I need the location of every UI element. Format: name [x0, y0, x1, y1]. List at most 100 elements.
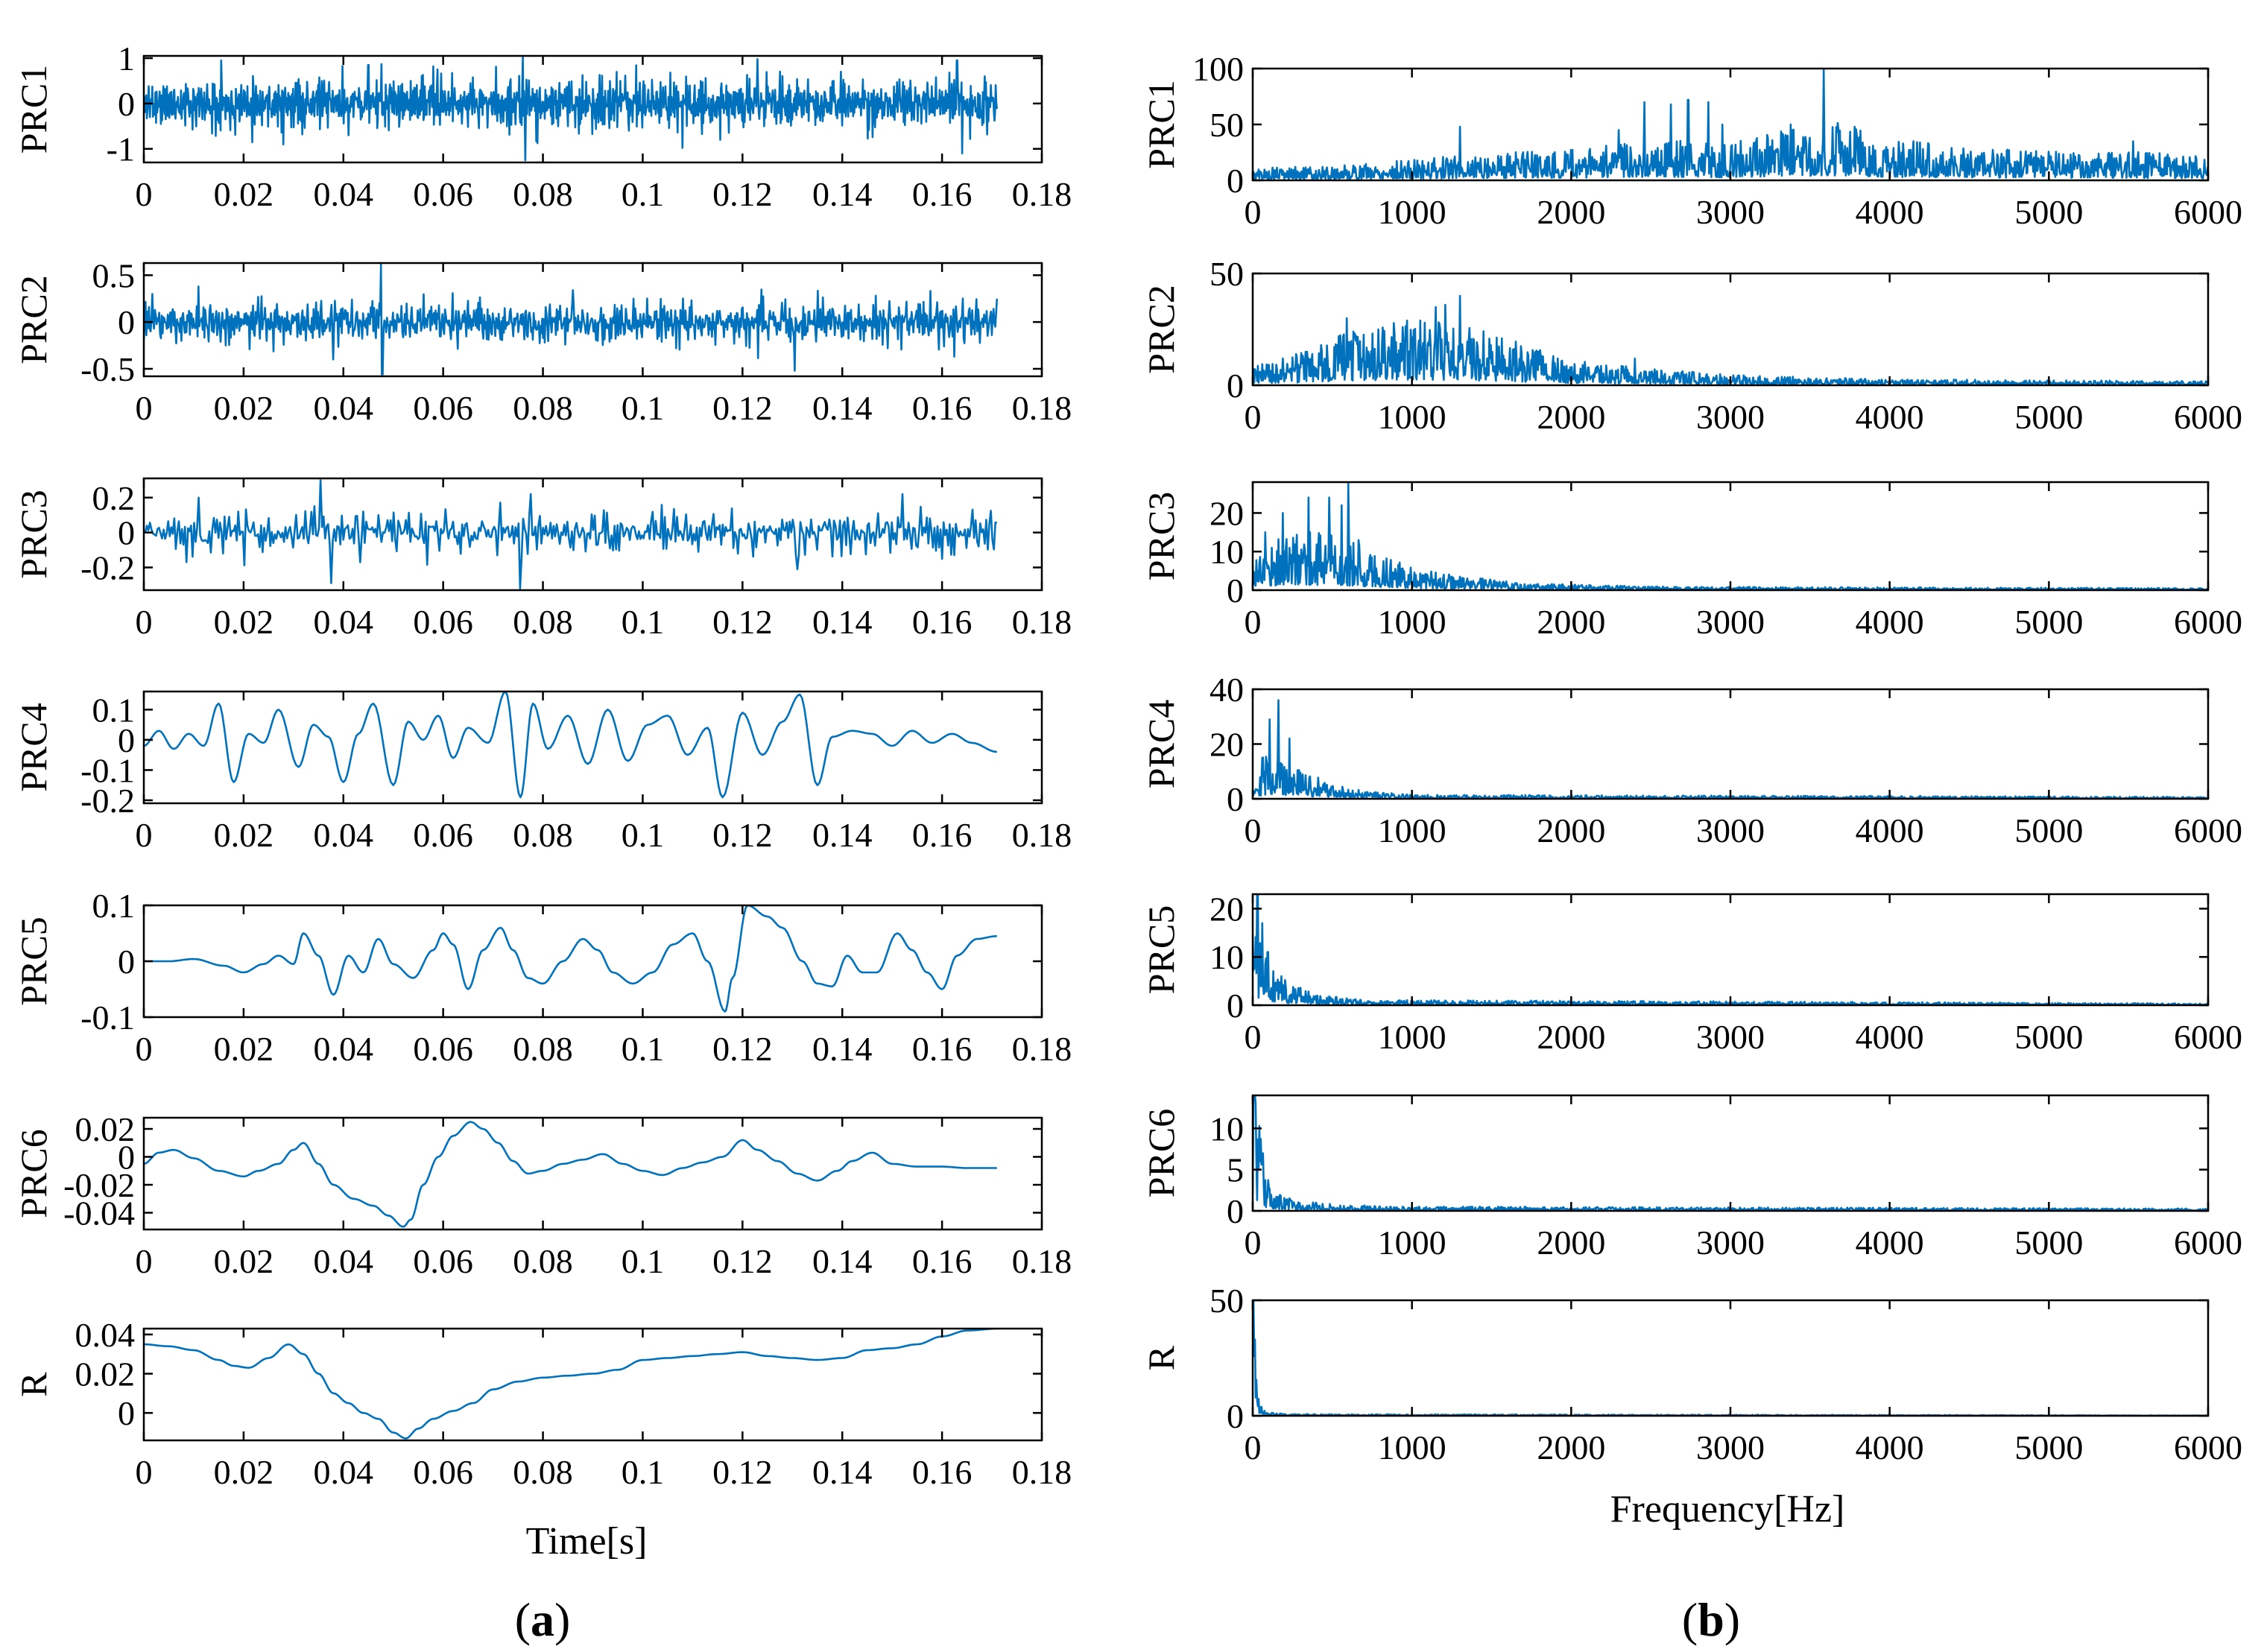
y-tick-label: 1	[118, 39, 135, 77]
y-tick-label: 0	[118, 514, 135, 552]
y-tick-label: -0.1	[80, 999, 135, 1037]
x-tick-label: 0.12	[712, 1030, 773, 1068]
y-tick-label: 20	[1210, 890, 1244, 928]
panel-a-caption-letter: a	[531, 1593, 554, 1646]
x-tick-label: 0.18	[1012, 603, 1072, 641]
y-tick-label: 0	[1227, 162, 1244, 200]
subplot-a-prc5: 0 0.02 0.04 0.06 0.08 0.1 0.12 0.14 0.16 0.18 -0.1…	[13, 887, 1072, 1068]
subplot-a-prc3: 0 0.02 0.04 0.06 0.08 0.1 0.12 0.14 0.16 0.18 -0.2…	[13, 477, 1072, 641]
x-tick-label: 0.1	[622, 175, 665, 213]
axes-frame-b-prc4	[1251, 688, 2210, 800]
x-tick-label: 4000	[1856, 193, 1924, 231]
y-axis-label-a-prc4: PRC4	[13, 703, 54, 792]
y-tick-label: 0.5	[92, 256, 136, 294]
x-tick-label: 0.16	[912, 175, 973, 213]
x-tick-label: 0.04	[314, 1030, 374, 1068]
x-tick-label: 0.06	[413, 1030, 473, 1068]
axes-frame-a-r	[142, 1327, 1043, 1442]
x-tick-label: 1000	[1378, 193, 1446, 231]
x-tick-label: 0.04	[314, 1453, 374, 1491]
series-line-b-prc3	[1253, 482, 2208, 590]
x-tick-label: 0.14	[812, 389, 873, 427]
y-tick-label: 10	[1210, 938, 1244, 976]
y-axis-label-a-prc2: PRC2	[13, 275, 54, 364]
panel-a-xlabel: Time[s]	[526, 1520, 648, 1563]
series-line-a-r	[144, 1329, 997, 1440]
x-tick-label: 2000	[1537, 1018, 1605, 1056]
y-tick-label: -0.2	[80, 782, 135, 820]
x-tick-label: 3000	[1696, 398, 1765, 436]
subplot-b-prc5: 0 1000 2000 3000 4000 5000 6000 0 10 20 PRC5	[1140, 890, 2242, 1056]
x-tick-label: 0.08	[513, 175, 573, 213]
y-tick-label: 0	[118, 303, 135, 341]
x-tick-label: 4000	[1856, 603, 1924, 641]
x-tick-label: 0.12	[712, 816, 773, 854]
axes-frame-a-prc5	[142, 904, 1043, 1019]
series-line-b-prc4	[1253, 699, 2208, 799]
series-line-a-prc5	[144, 905, 997, 1013]
x-tick-label: 0	[136, 1453, 153, 1491]
subplot-a-r: 0 0.02 0.04 0.06 0.08 0.1 0.12 0.14 0.16 0.1800.0…	[13, 1316, 1072, 1491]
x-tick-label: 0	[136, 603, 153, 641]
y-tick-label: 0.1	[92, 691, 136, 729]
y-axis-label-a-prc5: PRC5	[13, 917, 54, 1006]
x-tick-label: 3000	[1696, 1224, 1765, 1262]
x-tick-label: 5000	[2014, 398, 2083, 436]
x-tick-label: 0	[136, 816, 153, 854]
x-tick-label: 5000	[2014, 1428, 2083, 1466]
x-tick-label: 0.14	[812, 1030, 873, 1068]
x-tick-label: 0	[1245, 811, 1262, 849]
x-tick-label: 0.04	[314, 175, 374, 213]
x-tick-label: 0.16	[912, 1242, 973, 1280]
x-tick-label: 0.16	[912, 603, 973, 641]
y-tick-label: -1	[107, 130, 135, 168]
x-tick-label: 0.02	[214, 1030, 274, 1068]
panel-b-caption: (b)	[1682, 1593, 1740, 1646]
x-tick-label: 5000	[2014, 603, 2083, 641]
x-tick-label: 0.1	[622, 603, 665, 641]
series-line-a-prc1	[144, 56, 999, 162]
subplot-b-prc4: 0 1000 2000 3000 4000 5000 6000 0 20 40 PRC4	[1140, 671, 2242, 849]
y-tick-label: 0	[118, 721, 135, 759]
x-tick-label: 1000	[1378, 811, 1446, 849]
x-tick-label: 0.1	[622, 816, 665, 854]
x-tick-label: 6000	[2174, 603, 2242, 641]
subplot-a-prc6: 0 0.02 0.04 0.06 0.08 0.1 0.12 0.14 0.16 0.18-0.0…	[13, 1110, 1072, 1280]
plots-layer: 0 0.02 0.04 0.06 0.08 0.1 0.12 0.14 0.16 0.18-101…	[13, 39, 2242, 1491]
x-tick-label: 0.1	[622, 1242, 665, 1280]
y-tick-label: 0	[1227, 572, 1244, 610]
y-tick-label: 40	[1210, 671, 1244, 709]
y-axis-label-a-prc1: PRC1	[13, 65, 54, 154]
axes-frame-b-prc6	[1251, 1094, 2210, 1212]
x-tick-label: 0	[1245, 193, 1262, 231]
x-tick-label: 1000	[1378, 1428, 1446, 1466]
x-tick-label: 4000	[1856, 1224, 1924, 1262]
x-tick-label: 2000	[1537, 1224, 1605, 1262]
y-tick-label: 50	[1210, 255, 1244, 293]
x-tick-label: 0.12	[712, 389, 773, 427]
series-line-b-prc6	[1253, 1095, 2208, 1211]
y-tick-label: -0.5	[80, 350, 135, 388]
y-axis-label-a-r: R	[13, 1372, 54, 1397]
x-tick-label: 3000	[1696, 811, 1765, 849]
x-tick-label: 0.14	[812, 175, 873, 213]
x-tick-label: 0.1	[622, 1030, 665, 1068]
x-tick-label: 0.18	[1012, 1242, 1072, 1280]
x-tick-label: 0.18	[1012, 389, 1072, 427]
y-tick-label: 0.02	[75, 1355, 136, 1393]
x-tick-label: 0.08	[513, 816, 573, 854]
x-tick-label: 0.14	[812, 816, 873, 854]
x-tick-label: 3000	[1696, 193, 1765, 231]
y-tick-label: 0.04	[75, 1316, 136, 1354]
x-tick-label: 0	[136, 1030, 153, 1068]
panel-b-caption-letter: b	[1698, 1593, 1724, 1646]
y-axis-label-b-prc3: PRC3	[1140, 492, 1182, 581]
y-tick-label: 0	[1227, 367, 1244, 405]
y-axis-label-a-prc3: PRC3	[13, 490, 54, 579]
x-tick-label: 0	[136, 175, 153, 213]
y-tick-label: 0.2	[92, 479, 136, 517]
x-tick-label: 1000	[1378, 1018, 1446, 1056]
